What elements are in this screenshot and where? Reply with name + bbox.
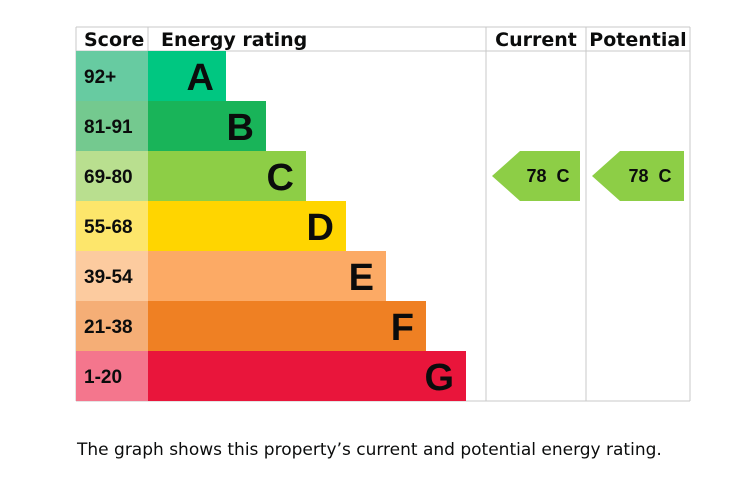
current-rating-arrow [492, 151, 580, 201]
header-potential: Potential [589, 29, 686, 51]
band-letter-a: A [187, 57, 214, 99]
potential-rating-arrow [592, 151, 684, 201]
potential-rating-label: 78 C [628, 166, 671, 186]
chart-caption: The graph shows this property’s current … [77, 440, 662, 460]
potential-rating-pointer: 78 C [592, 151, 684, 201]
current-rating-label: 78 C [526, 166, 569, 186]
score-cell-d [76, 201, 148, 251]
score-label-d: 55-68 [84, 217, 133, 238]
score-cell-a [76, 51, 148, 101]
score-label-a: 92+ [84, 67, 116, 88]
score-cell-f [76, 301, 148, 351]
score-cell-b [76, 101, 148, 151]
band-letter-d: D [307, 207, 334, 249]
band-letter-e: E [349, 257, 374, 299]
header-energy-rating: Energy rating [161, 29, 307, 51]
score-label-e: 39-54 [84, 267, 133, 288]
band-bar-b [148, 101, 266, 151]
header-current: Current [495, 29, 577, 51]
score-label-b: 81-91 [84, 117, 133, 138]
band-bar-c [148, 151, 306, 201]
band-bar-g [148, 351, 466, 401]
score-cell-g [76, 351, 148, 401]
band-bar-e [148, 251, 386, 301]
score-label-f: 21-38 [84, 317, 133, 338]
header-score: Score [84, 29, 144, 51]
band-bar-d [148, 201, 346, 251]
score-cell-e [76, 251, 148, 301]
band-bar-a [148, 51, 226, 101]
current-rating-pointer: 78 C [492, 151, 580, 201]
band-letter-b: B [227, 107, 254, 149]
rating-bands: 92+ A 81-91 B 69-80 C 55-68 D 39-54 E 21-38 F 1-20 G [76, 51, 466, 401]
epc-chart: Score Energy rating Current Potential 92… [75, 26, 691, 402]
score-label-g: 1-20 [84, 367, 122, 388]
band-letter-c: C [267, 157, 294, 199]
band-bar-f [148, 301, 426, 351]
score-cell-c [76, 151, 148, 201]
band-letter-g: G [424, 357, 454, 399]
score-label-c: 69-80 [84, 167, 133, 188]
band-letter-f: F [391, 307, 414, 349]
